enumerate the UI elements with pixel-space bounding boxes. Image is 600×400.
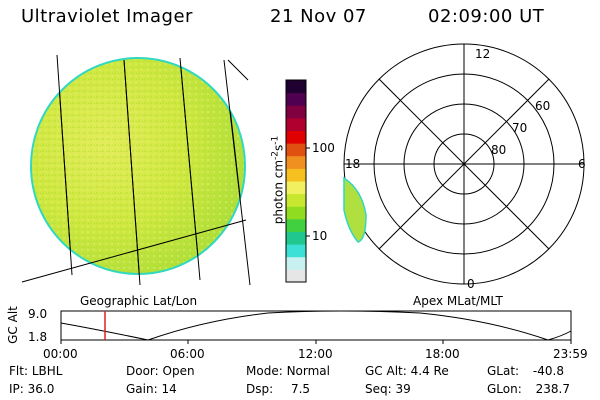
altitude-ylabel: GC Alt: [5, 306, 20, 344]
colorbar-unit-label: photon cm-2s-1: [270, 135, 286, 225]
status-flt: Flt: LBHL: [9, 364, 63, 378]
colorbar-segment: [286, 193, 306, 207]
alt-xtick-0600: 06:00: [170, 347, 205, 361]
colorbar-segment: [286, 269, 306, 283]
alt-xtick-1200: 12:00: [298, 347, 333, 361]
mlat-label-80: 80: [491, 143, 506, 157]
status-mode: Mode: Normal: [246, 364, 330, 378]
status-glat: GLat: -40.8: [487, 364, 564, 378]
mlt-label-6: 6: [578, 157, 586, 171]
colorbar-segment: [286, 155, 306, 169]
apex-view-label: Apex MLat/MLT: [413, 294, 503, 308]
colorbar-segment: [286, 256, 306, 270]
mlt-label-12: 12: [475, 47, 490, 61]
colorbar-segment: [286, 92, 306, 106]
colorbar-segment: [286, 181, 306, 195]
polar-aurora-patch: [343, 176, 367, 243]
status-door: Door: Open: [126, 364, 195, 378]
geographic-earth-disk: [21, 54, 251, 286]
image-time: 02:09:00 UT: [428, 6, 545, 27]
alt-ytick-9: 9.0: [28, 307, 47, 321]
image-date: 21 Nov 07: [270, 6, 367, 27]
mlt-label-18: 18: [345, 157, 360, 171]
colorbar-segment: [286, 168, 306, 182]
alt-xtick-1800: 18:00: [425, 347, 460, 361]
status-seq: Seq: 39: [365, 382, 411, 396]
app-title: Ultraviolet Imager: [21, 6, 193, 27]
colorbar-frame: [285, 79, 307, 283]
colorbar-tick-100: 100: [312, 141, 335, 155]
geographic-view-label: Geographic Lat/Lon: [80, 294, 198, 308]
colorbar-segment: [286, 206, 306, 220]
altitude-plot: 9.0 1.8 00:00 06:00 12:00 18:00 23:59: [28, 307, 588, 361]
status-glon: GLon: 238.7: [487, 382, 570, 396]
alt-xtick-2359: 23:59: [553, 347, 588, 361]
intensity-colorbar: [285, 79, 310, 283]
colorbar-segment: [286, 80, 306, 94]
status-dsp: Dsp: 7.5: [246, 382, 311, 396]
colorbar-tick-10: 10: [312, 229, 327, 243]
colorbar-segment: [286, 105, 306, 119]
mlt-label-0: 0: [467, 277, 475, 291]
alt-ytick-1: 1.8: [28, 330, 47, 344]
colorbar-segment: [286, 117, 306, 131]
status-gc-alt: GC Alt: 4.4 Re: [365, 364, 449, 378]
colorbar-segment: [286, 130, 306, 144]
mlat-label-60: 60: [535, 99, 550, 113]
colorbar-segment: [286, 244, 306, 258]
colorbar-segment: [286, 143, 306, 157]
alt-xtick-0000: 00:00: [43, 347, 78, 361]
status-ip: IP: 36.0: [9, 382, 55, 396]
colorbar-segment: [286, 231, 306, 245]
apex-polar-plot: [343, 43, 585, 285]
status-gain: Gain: 14: [126, 382, 177, 396]
colorbar-segment: [286, 218, 306, 232]
mlat-label-70: 70: [512, 121, 527, 135]
